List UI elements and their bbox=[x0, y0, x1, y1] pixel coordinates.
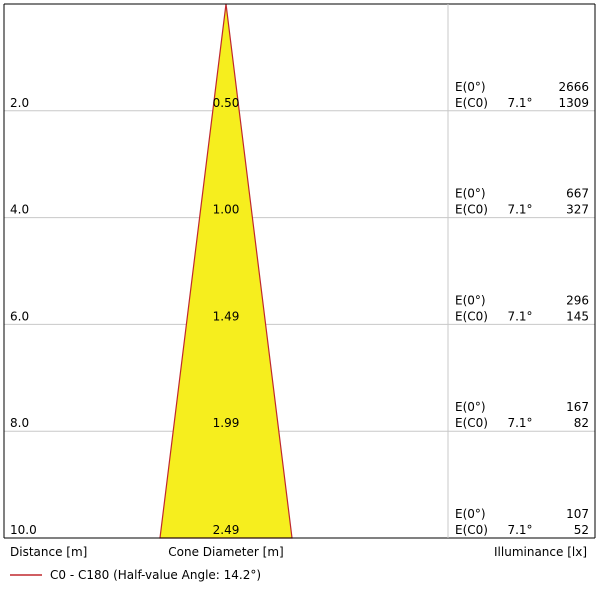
ec0-value: 82 bbox=[574, 416, 589, 430]
e0-value: 167 bbox=[566, 400, 589, 414]
distance-tick-label: 4.0 bbox=[10, 203, 29, 217]
ec0-label: E(C0) bbox=[455, 96, 488, 110]
e0-label: E(0°) bbox=[455, 293, 486, 307]
beam-cone bbox=[159, 3, 293, 539]
e0-label: E(0°) bbox=[455, 400, 486, 414]
distance-tick-label: 6.0 bbox=[10, 309, 29, 323]
half-angle-label: 7.1° bbox=[507, 203, 532, 217]
half-angle-label: 7.1° bbox=[507, 523, 532, 537]
half-angle-label: 7.1° bbox=[507, 96, 532, 110]
distance-axis-label: Distance [m] bbox=[10, 545, 87, 559]
e0-label: E(0°) bbox=[455, 187, 486, 201]
ec0-label: E(C0) bbox=[455, 416, 488, 430]
e0-value: 107 bbox=[566, 507, 589, 521]
e0-label: E(0°) bbox=[455, 80, 486, 94]
ec0-value: 327 bbox=[566, 203, 589, 217]
legend-label: C0 - C180 (Half-value Angle: 14.2°) bbox=[50, 568, 261, 582]
cone-diameter-label: 2.49 bbox=[213, 523, 240, 537]
half-angle-label: 7.1° bbox=[507, 416, 532, 430]
cone-diameter-label: 1.99 bbox=[213, 416, 240, 430]
e0-value: 2666 bbox=[558, 80, 589, 94]
half-angle-label: 7.1° bbox=[507, 309, 532, 323]
ec0-label: E(C0) bbox=[455, 523, 488, 537]
ec0-value: 52 bbox=[574, 523, 589, 537]
illuminance-axis-label: Illuminance [lx] bbox=[494, 545, 587, 559]
e0-value: 296 bbox=[566, 293, 589, 307]
cone-diameter-label: 0.50 bbox=[213, 96, 240, 110]
e0-label: E(0°) bbox=[455, 507, 486, 521]
ec0-label: E(C0) bbox=[455, 309, 488, 323]
distance-tick-label: 2.0 bbox=[10, 96, 29, 110]
ec0-label: E(C0) bbox=[455, 203, 488, 217]
ec0-value: 145 bbox=[566, 309, 589, 323]
cone-diameter-label: 1.00 bbox=[213, 203, 240, 217]
distance-tick-label: 8.0 bbox=[10, 416, 29, 430]
distance-tick-label: 10.0 bbox=[10, 523, 37, 537]
grid-layer bbox=[4, 110, 595, 432]
row-labels: 2.0 0.50 E(0°) 2666 E(C0) 7.1° 1309 4.0 1.00 E(0°… bbox=[10, 80, 589, 537]
ec0-value: 1309 bbox=[558, 96, 589, 110]
e0-value: 667 bbox=[566, 187, 589, 201]
diameter-axis-label: Cone Diameter [m] bbox=[168, 545, 283, 559]
cone-diameter-label: 1.49 bbox=[213, 309, 240, 323]
